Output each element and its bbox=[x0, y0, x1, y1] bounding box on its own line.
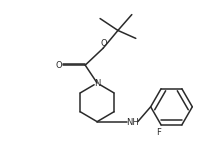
Text: O: O bbox=[55, 61, 62, 70]
Text: O: O bbox=[101, 39, 107, 48]
Text: NH: NH bbox=[126, 118, 139, 127]
Text: N: N bbox=[94, 79, 100, 87]
Text: F: F bbox=[156, 128, 161, 137]
